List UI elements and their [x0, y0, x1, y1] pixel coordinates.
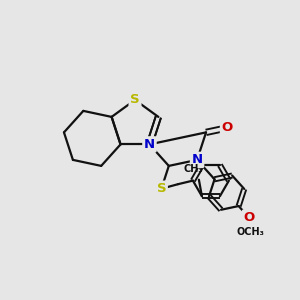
Text: S: S: [130, 93, 140, 106]
Text: N: N: [144, 138, 155, 151]
Text: CH₃: CH₃: [184, 164, 203, 174]
Text: O: O: [244, 211, 255, 224]
Text: O: O: [221, 122, 233, 134]
Text: S: S: [157, 182, 166, 195]
Text: N: N: [191, 153, 203, 167]
Text: OCH₃: OCH₃: [237, 226, 265, 237]
